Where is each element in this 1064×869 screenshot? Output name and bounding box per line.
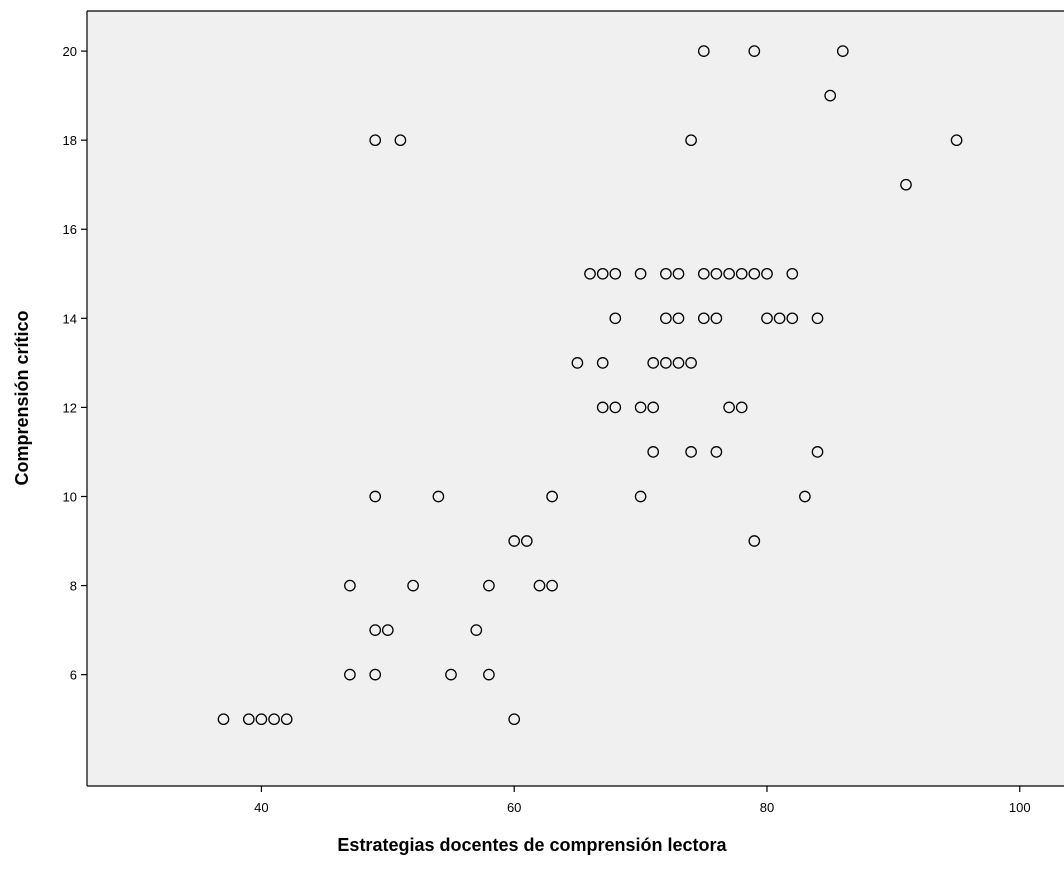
y-tick-label: 18 bbox=[63, 133, 77, 148]
x-axis-title: Estrategias docentes de comprensión lect… bbox=[337, 835, 727, 855]
y-tick-label: 16 bbox=[63, 222, 77, 237]
y-axis-title: Comprensión crítico bbox=[12, 310, 32, 485]
x-tick-label: 40 bbox=[254, 800, 268, 815]
plot-area-background bbox=[87, 11, 1064, 786]
y-tick-label: 10 bbox=[63, 489, 77, 504]
x-tick-label: 100 bbox=[1009, 800, 1031, 815]
x-tick-label: 60 bbox=[507, 800, 521, 815]
y-tick-label: 12 bbox=[63, 400, 77, 415]
y-tick-label: 14 bbox=[63, 311, 77, 326]
y-tick-label: 8 bbox=[70, 579, 77, 594]
y-tick-label: 6 bbox=[70, 668, 77, 683]
y-tick-label: 20 bbox=[63, 44, 77, 59]
x-tick-label: 80 bbox=[760, 800, 774, 815]
x-axis-ticks: 40 60 80 100 bbox=[254, 786, 1030, 815]
y-axis-ticks: 6 8 10 12 14 16 18 20 bbox=[63, 44, 87, 683]
